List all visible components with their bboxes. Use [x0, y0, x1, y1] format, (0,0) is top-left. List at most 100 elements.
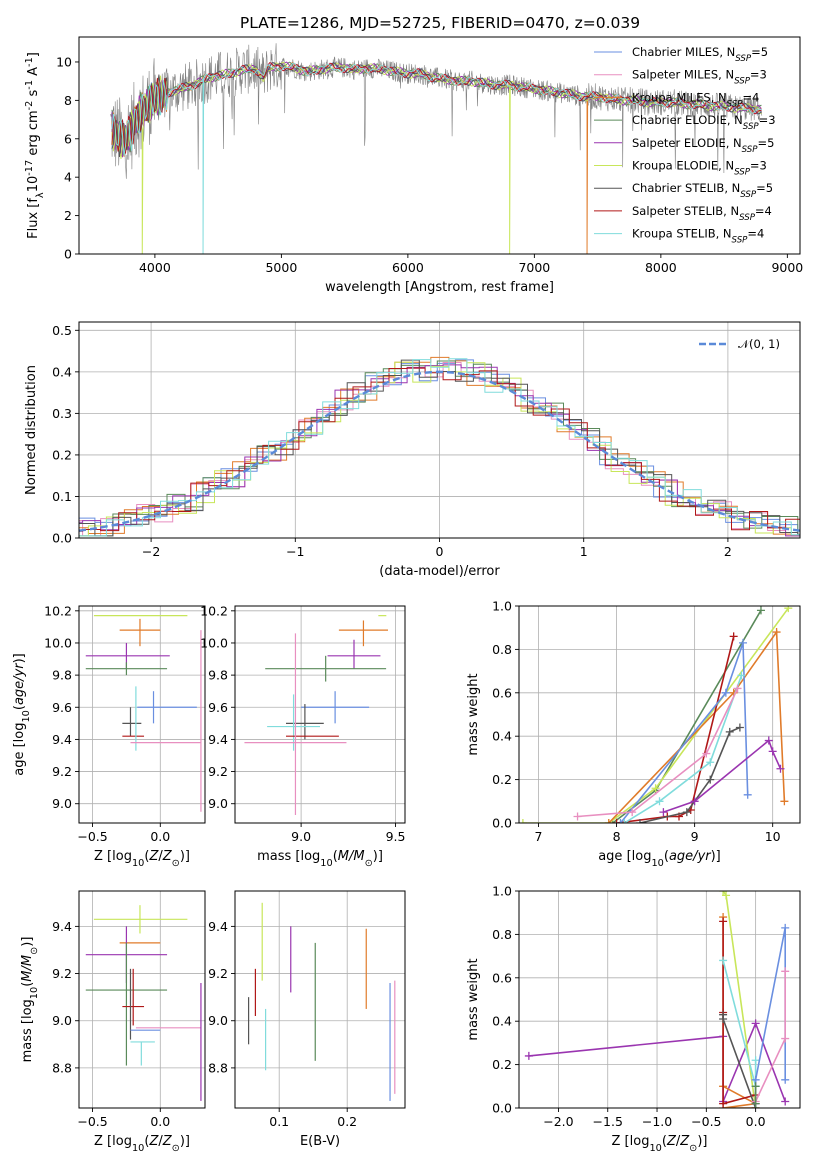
y-axis-label: Normed distribution	[24, 365, 39, 495]
marker-salpeter_elodie	[781, 1097, 790, 1106]
errorbar-point-chabrier_elodie	[265, 655, 387, 682]
y-tick-label: 1.0	[492, 884, 512, 899]
model-spectrum-salpeter_stelib	[111, 62, 762, 154]
x-axis-label: Z [log10(Z/Z⊙)]	[94, 849, 190, 869]
y-tick-label: 9.4	[208, 732, 228, 747]
errorbar-point-salpeter_elodie	[85, 642, 170, 669]
y-tick-label: 0	[64, 247, 72, 262]
histogram-salpeter_elodie	[79, 364, 800, 537]
marker-chabrier_stelib	[719, 1015, 728, 1024]
marker-salpeter_miles	[781, 1034, 790, 1043]
y-tick-label: 0.2	[492, 772, 512, 787]
y-tick-label: 9.4	[208, 919, 228, 934]
y-tick-label: 0.6	[492, 685, 512, 700]
errorbar-point-chabrier_stelib	[122, 707, 142, 737]
line-kroupa_stelib	[722, 960, 757, 1087]
legend-label-normal: 𝒩(0, 1)	[738, 337, 780, 351]
legend-label-kroupa_stelib: Kroupa STELIB, NSSP=4	[632, 227, 764, 246]
x-tick-label: 8000	[645, 260, 677, 275]
normal-curve	[79, 370, 800, 532]
y-tick-label: 9.4	[52, 732, 72, 747]
model-spectrum-kroupa_stelib	[111, 62, 762, 254]
x-tick-label: 0.2	[337, 1114, 357, 1129]
marker-salpeter_elodie	[659, 808, 668, 817]
marker-kroupa_stelib	[737, 671, 746, 680]
y-tick-label: 4	[64, 170, 72, 185]
axes-frame	[78, 890, 206, 1109]
y-tick-label: 9.2	[52, 966, 72, 981]
marker-chabrier_miles	[781, 923, 790, 932]
y-tick-label: 9.2	[208, 966, 228, 981]
marker-chabrier_elodie	[756, 606, 765, 615]
plot-area	[248, 902, 396, 1101]
marker-kroupa_stelib	[620, 819, 629, 823]
marker-salpeter_stelib	[719, 917, 728, 926]
marker-salpeter_miles	[781, 967, 790, 976]
y-tick-label: 10.2	[200, 603, 228, 618]
marker-salpeter_stelib	[719, 1099, 728, 1108]
y-tick-label: 9.4	[52, 919, 72, 934]
x-tick-label: 7	[535, 829, 543, 844]
y-tick-label: 0.8	[492, 642, 512, 657]
y-tick-label: 0.4	[492, 729, 512, 744]
legend-label-chabrier_stelib: Chabrier STELIB, NSSP=5	[632, 181, 773, 200]
histogram-kroupa_elodie	[79, 361, 800, 537]
y-axis-label: mass weight	[466, 958, 481, 1040]
errorbar-point-kroupa_stelib	[130, 1041, 155, 1066]
model-spectrum-chabrier_stelib	[111, 62, 762, 157]
y-tick-label: 0.4	[492, 1014, 512, 1029]
y-tick-label: 8.8	[208, 1060, 228, 1075]
errorbar-point-chabrier_miles	[137, 691, 197, 724]
y-tick-label: 9.2	[52, 764, 72, 779]
plot-area	[85, 905, 202, 1101]
legend-label-salpeter_miles: Salpeter MILES, NSSP=3	[632, 68, 767, 87]
x-axis-label: (data-model)/error	[379, 564, 500, 579]
x-tick-label: 6000	[392, 260, 424, 275]
x-tick-label: −2	[142, 544, 160, 559]
plot-area	[524, 891, 790, 1108]
x-tick-label: −1.5	[593, 1114, 623, 1129]
panel-age_weight: 7 8 9 10 0.0 0.2 0.4 0.6 0.8 1.0 age [log10(age/yr…	[466, 599, 801, 869]
histogram-salpeter_stelib	[79, 367, 800, 532]
x-tick-label: −0.5	[77, 1114, 107, 1129]
marker-chabrier_miles	[721, 688, 730, 697]
marker-chabrier_stelib	[706, 775, 715, 784]
errorbar-point-chabrier_elodie	[85, 662, 168, 676]
line-salpeter_miles	[577, 688, 739, 818]
y-tick-label: 9.8	[208, 668, 228, 683]
errorbar-point-kroupa_miles	[119, 618, 161, 647]
x-tick-label: 0.0	[150, 829, 170, 844]
plot-area	[519, 606, 793, 823]
legend: 𝒩(0, 1)	[699, 337, 780, 351]
y-tick-label: 10.0	[44, 635, 72, 650]
marker-chabrier_stelib	[682, 808, 691, 817]
histogram-salpeter_miles	[79, 362, 800, 537]
marker-salpeter_miles	[628, 808, 637, 817]
plot-area	[110, 43, 763, 254]
x-tick-label: 2	[724, 544, 732, 559]
y-tick-label: 10	[56, 54, 72, 69]
panel-ebv_mass: 0.1 0.2 8.8 9.0 9.2 9.4 E(B-V)	[208, 890, 406, 1149]
axes-frame	[518, 605, 801, 824]
marker-salpeter_elodie	[764, 736, 773, 745]
marker-salpeter_elodie	[768, 747, 777, 756]
x-tick-label: −2.0	[543, 1114, 573, 1129]
line-chabrier_stelib	[722, 1014, 757, 1108]
y-tick-label: 9.6	[208, 700, 228, 715]
errorbar-point-kroupa_elodie	[93, 905, 188, 934]
chart-title: PLATE=1286, MJD=52725, FIBERID=0470, z=0…	[240, 14, 640, 32]
y-tick-label: 9.8	[52, 668, 72, 683]
grid	[79, 891, 205, 1108]
x-tick-label: 7000	[518, 260, 550, 275]
marker-salpeter_elodie	[524, 1051, 533, 1060]
model-spectrum-salpeter_elodie	[111, 61, 762, 158]
line-kroupa_stelib	[623, 675, 743, 823]
x-tick-label: 10	[765, 829, 781, 844]
errorbar-point-chabrier_stelib	[286, 704, 324, 740]
marker-kroupa_elodie	[719, 891, 728, 895]
y-tick-label: 0.2	[492, 1057, 512, 1072]
x-tick-label: 1	[580, 544, 588, 559]
x-tick-label: 9	[691, 829, 699, 844]
marker-kroupa_miles	[772, 628, 781, 637]
panel-residuals: −2 −1 0 1 2 0.0 0.1 0.2 0.3 0.4 0.5 (data-model)/er…	[24, 321, 801, 579]
